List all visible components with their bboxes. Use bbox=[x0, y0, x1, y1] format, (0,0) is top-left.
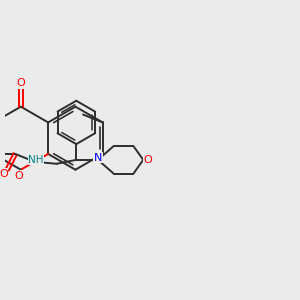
Text: N: N bbox=[94, 153, 102, 163]
Text: O: O bbox=[0, 169, 8, 178]
Text: NH: NH bbox=[28, 155, 44, 165]
Text: O: O bbox=[16, 78, 25, 88]
Text: O: O bbox=[14, 171, 23, 181]
Text: O: O bbox=[144, 155, 152, 165]
